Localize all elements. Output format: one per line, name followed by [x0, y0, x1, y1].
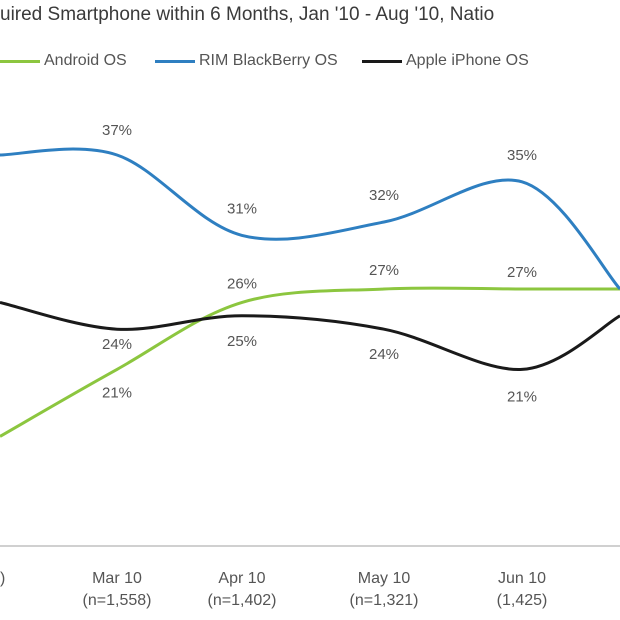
- legend-swatch: [362, 59, 402, 63]
- legend-swatch: [0, 59, 40, 63]
- x-tick-category: Apr 10: [218, 570, 266, 587]
- legend-item-android: Android OS: [0, 52, 127, 70]
- x-tick-category: May 10: [357, 570, 411, 587]
- x-tick-sample-size: ): [0, 570, 6, 587]
- chart-title: uired Smartphone within 6 Months, Jan '1…: [0, 4, 495, 25]
- data-label: 32%: [369, 187, 399, 204]
- data-label: 21%: [507, 388, 537, 405]
- x-tick-sample-size: (n=1,402): [207, 592, 277, 609]
- x-tick-label: ): [0, 568, 110, 590]
- data-label: 27%: [369, 262, 399, 279]
- legend-item-blackberry: RIM BlackBerry OS: [155, 52, 338, 70]
- legend-label: Apple iPhone OS: [406, 52, 529, 69]
- x-tick-sample-size: (n=1,321): [349, 592, 419, 609]
- series-line-rim-blackberry-os: [0, 147, 620, 291]
- data-label: 27%: [507, 264, 537, 281]
- x-tick-label: May 10 (n=1,321): [329, 568, 439, 612]
- data-label: 35%: [507, 147, 537, 164]
- legend-label: RIM BlackBerry OS: [199, 52, 338, 69]
- legend-label: Android OS: [44, 52, 127, 69]
- legend-item-iphone: Apple iPhone OS: [362, 52, 529, 70]
- x-tick-sample-size: (n=1,558): [82, 592, 152, 609]
- data-label: 24%: [369, 346, 399, 363]
- data-label: 24%: [102, 336, 132, 353]
- data-label: 21%: [102, 384, 132, 401]
- data-label: 26%: [227, 275, 257, 292]
- x-tick-label: Mar 10 (n=1,558): [62, 568, 172, 612]
- x-tick-sample-size: (1,425): [496, 592, 548, 609]
- x-tick-label: Apr 10 (n=1,402): [187, 568, 297, 612]
- series-line-apple-iphone-os: [0, 300, 620, 371]
- data-label: 25%: [227, 333, 257, 350]
- legend-swatch: [155, 59, 195, 63]
- x-tick-category: Jun 10: [497, 570, 547, 587]
- x-tick-label: Jun 10 (1,425): [467, 568, 577, 612]
- data-label: 31%: [227, 200, 257, 217]
- data-label: 37%: [102, 122, 132, 139]
- series-line-android-os: [0, 286, 620, 438]
- x-tick-category: Mar 10: [92, 570, 142, 587]
